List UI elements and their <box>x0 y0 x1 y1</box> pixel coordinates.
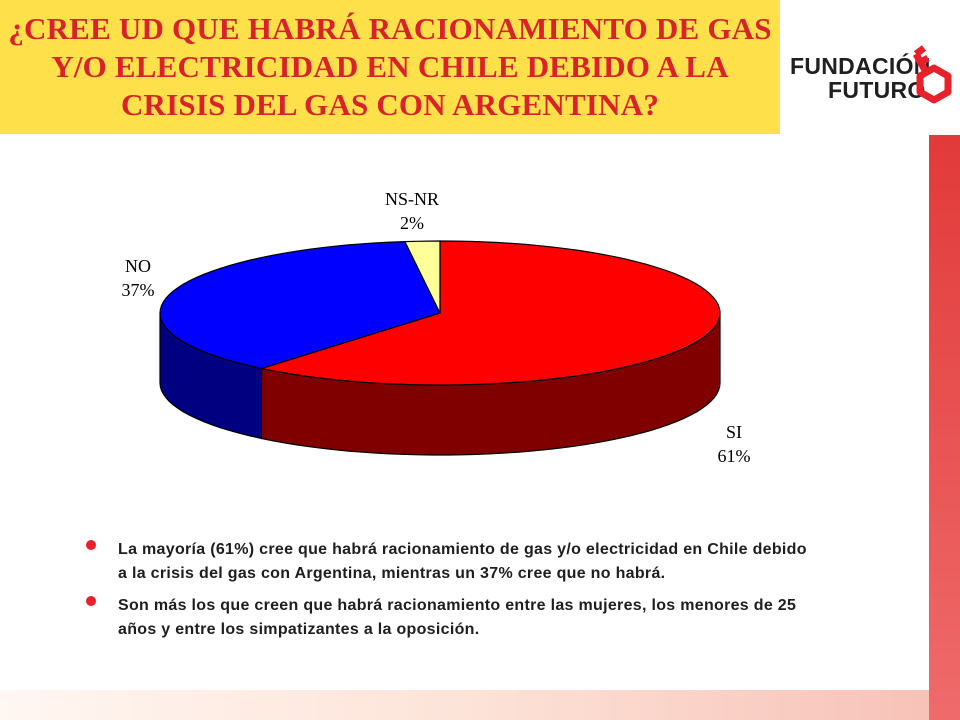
logo-line-2: FUTURO <box>828 77 926 103</box>
decorative-bottom-band <box>0 690 929 720</box>
slice-label-nsnr: NS-NR <box>385 189 439 209</box>
fundacion-futuro-logo: FUNDACIÓN FUTURO <box>790 34 960 110</box>
bullet-dot <box>86 596 96 606</box>
slice-label-si: SI <box>726 422 742 442</box>
bullet-text: Son más los que creen que habrá racionam… <box>118 597 797 638</box>
pie-slice-nsnr <box>403 240 441 314</box>
pie-slice-no <box>159 240 441 370</box>
bullet-item: Son más los que creen que habrá racionam… <box>80 594 820 642</box>
decorative-side-bar <box>929 135 960 720</box>
slice-label-no: NO <box>125 256 151 276</box>
key-icon <box>912 45 952 104</box>
logo-text: FUNDACIÓN FUTURO <box>790 54 931 102</box>
pie-chart: SI 61% NO 37% NS-NR 2% <box>122 189 751 466</box>
slice-value-nsnr: 2% <box>400 213 424 233</box>
slice-value-si: 61% <box>718 446 751 466</box>
pie-slice-si <box>261 240 721 386</box>
bullet-text: La mayoría (61%) cree que habrá racionam… <box>118 541 807 582</box>
title-banner: ¿CREE UD QUE HABRÁ RACIONAMIENTO DE GAS … <box>0 0 780 134</box>
bullet-dot <box>86 540 96 550</box>
slice-value-no: 37% <box>122 280 155 300</box>
bullet-item: La mayoría (61%) cree que habrá racionam… <box>80 538 820 586</box>
bullet-list: La mayoría (61%) cree que habrá racionam… <box>80 538 820 650</box>
logo-line-1: FUNDACIÓN <box>790 53 931 79</box>
slide-title: ¿CREE UD QUE HABRÁ RACIONAMIENTO DE GAS … <box>8 11 772 122</box>
